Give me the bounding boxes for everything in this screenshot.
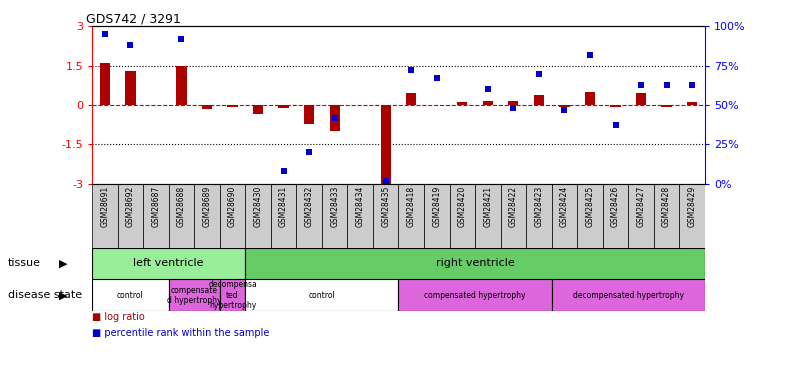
- Bar: [406, 93, 417, 105]
- Bar: [526, 184, 552, 248]
- Text: decompensa
ted
hypertrophy: decompensa ted hypertrophy: [208, 280, 257, 310]
- Bar: [399, 279, 552, 311]
- Bar: [219, 184, 245, 248]
- Bar: [92, 279, 169, 311]
- Text: compensated hypertrophy: compensated hypertrophy: [425, 291, 525, 300]
- Bar: [483, 101, 493, 105]
- Bar: [475, 184, 501, 248]
- Text: GSM28435: GSM28435: [381, 186, 390, 227]
- Text: GSM28423: GSM28423: [534, 186, 543, 227]
- Bar: [533, 94, 544, 105]
- Text: GDS742 / 3291: GDS742 / 3291: [86, 12, 181, 25]
- Text: GSM28428: GSM28428: [662, 186, 671, 227]
- Text: GSM28433: GSM28433: [330, 186, 339, 227]
- Bar: [125, 71, 135, 105]
- Text: GSM28689: GSM28689: [203, 186, 211, 227]
- Bar: [348, 184, 373, 248]
- Bar: [219, 279, 245, 311]
- Bar: [176, 66, 187, 105]
- Text: left ventricle: left ventricle: [134, 258, 204, 268]
- Bar: [143, 184, 169, 248]
- Text: disease state: disease state: [8, 290, 83, 300]
- Bar: [559, 105, 570, 107]
- Bar: [92, 248, 245, 279]
- Bar: [245, 184, 271, 248]
- Bar: [552, 184, 578, 248]
- Text: control: control: [117, 291, 144, 300]
- Bar: [202, 105, 212, 109]
- Bar: [245, 279, 399, 311]
- Bar: [636, 93, 646, 105]
- Bar: [449, 184, 475, 248]
- Bar: [118, 184, 143, 248]
- Bar: [245, 248, 705, 279]
- Bar: [457, 102, 468, 105]
- Bar: [169, 279, 219, 311]
- Text: decompensated hypertrophy: decompensated hypertrophy: [573, 291, 684, 300]
- Bar: [424, 184, 449, 248]
- Bar: [169, 184, 195, 248]
- Bar: [501, 184, 526, 248]
- Bar: [628, 184, 654, 248]
- Text: GSM28419: GSM28419: [433, 186, 441, 227]
- Text: GSM28690: GSM28690: [228, 186, 237, 227]
- Bar: [253, 105, 264, 114]
- Bar: [100, 63, 110, 105]
- Text: GSM28418: GSM28418: [407, 186, 416, 227]
- Text: GSM28427: GSM28427: [637, 186, 646, 227]
- Bar: [322, 184, 348, 248]
- Bar: [227, 105, 238, 107]
- Text: GSM28422: GSM28422: [509, 186, 518, 227]
- Text: GSM28687: GSM28687: [151, 186, 160, 227]
- Text: GSM28691: GSM28691: [100, 186, 110, 227]
- Bar: [662, 105, 672, 107]
- Text: control: control: [308, 291, 336, 300]
- Bar: [585, 92, 595, 105]
- Text: GSM28426: GSM28426: [611, 186, 620, 227]
- Text: GSM28421: GSM28421: [483, 186, 493, 227]
- Bar: [304, 105, 314, 124]
- Bar: [296, 184, 322, 248]
- Text: ■ percentile rank within the sample: ■ percentile rank within the sample: [92, 327, 269, 338]
- Text: ▶: ▶: [58, 290, 67, 300]
- Text: GSM28420: GSM28420: [458, 186, 467, 227]
- Text: GSM28430: GSM28430: [254, 186, 263, 227]
- Bar: [679, 184, 705, 248]
- Bar: [687, 102, 697, 105]
- Bar: [399, 184, 424, 248]
- Bar: [552, 279, 705, 311]
- Text: right ventricle: right ventricle: [436, 258, 514, 268]
- Bar: [279, 105, 288, 108]
- Text: GSM28432: GSM28432: [304, 186, 314, 227]
- Text: GSM28692: GSM28692: [126, 186, 135, 227]
- Bar: [578, 184, 602, 248]
- Text: tissue: tissue: [8, 258, 41, 268]
- Bar: [195, 184, 219, 248]
- Text: ■ log ratio: ■ log ratio: [92, 312, 145, 322]
- Text: GSM28431: GSM28431: [279, 186, 288, 227]
- Text: ▶: ▶: [58, 258, 67, 268]
- Text: GSM28429: GSM28429: [687, 186, 697, 227]
- Bar: [654, 184, 679, 248]
- Bar: [509, 101, 518, 105]
- Bar: [380, 105, 391, 184]
- Bar: [603, 184, 628, 248]
- Bar: [92, 184, 118, 248]
- Text: GSM28425: GSM28425: [586, 186, 594, 227]
- Bar: [610, 105, 621, 107]
- Bar: [329, 105, 340, 131]
- Bar: [373, 184, 399, 248]
- Text: GSM28424: GSM28424: [560, 186, 569, 227]
- Text: GSM28434: GSM28434: [356, 186, 364, 227]
- Text: compensate
d hypertrophy: compensate d hypertrophy: [167, 286, 222, 305]
- Bar: [271, 184, 296, 248]
- Text: GSM28688: GSM28688: [177, 186, 186, 227]
